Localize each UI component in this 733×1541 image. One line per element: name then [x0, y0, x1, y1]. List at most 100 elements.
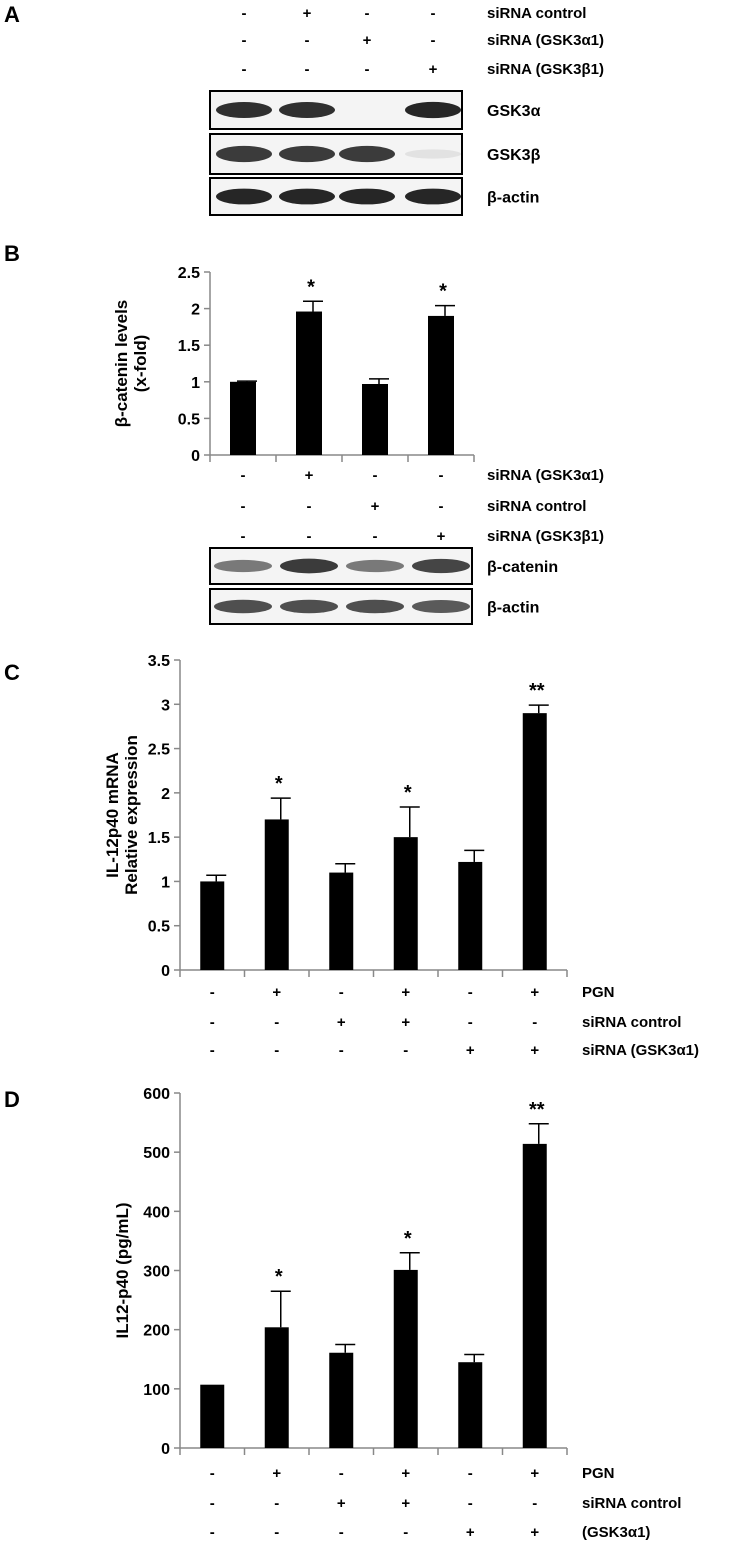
bar: [200, 1384, 225, 1448]
bar: [522, 713, 547, 970]
treatment-sign: -: [307, 528, 312, 545]
treatment-label: PGN: [582, 1465, 615, 1482]
y-tick-label: 2: [161, 786, 170, 803]
panel-letter-C: C: [4, 660, 20, 685]
blot-band: [216, 188, 272, 205]
western-blot-strip: β-actin: [209, 177, 539, 216]
treatment-sign: +: [530, 1524, 539, 1541]
treatment-sign: -: [241, 528, 246, 545]
significance-mark: *: [404, 782, 412, 804]
bar: [428, 315, 454, 455]
blot-band: [214, 599, 272, 614]
treatment-sign: -: [365, 5, 370, 22]
bar: [329, 872, 354, 970]
treatment-sign: +: [272, 984, 281, 1001]
treatment-row: - + - + - + PGN: [210, 1465, 615, 1482]
treatment-sign: +: [401, 1495, 410, 1512]
bar: [264, 819, 289, 970]
treatment-label: (GSK3α1): [582, 1524, 650, 1541]
y-axis-label: IL12-p40 (pg/mL): [113, 1202, 132, 1338]
treatment-sign: -: [274, 1042, 279, 1059]
y-tick-label: 1.5: [178, 338, 200, 355]
treatment-sign: +: [401, 1465, 410, 1482]
treatment-sign: +: [305, 467, 314, 484]
treatment-row: - + - - siRNA control: [242, 5, 587, 22]
treatment-sign: -: [431, 5, 436, 22]
blot-band: [412, 599, 470, 614]
y-tick-label: 300: [143, 1264, 170, 1281]
y-tick-label: 600: [143, 1086, 170, 1103]
treatment-sign: +: [272, 1465, 281, 1482]
treatment-label: siRNA (GSK3α1): [582, 1042, 699, 1059]
treatment-label: siRNA control: [582, 1495, 681, 1512]
y-tick-label: 1: [161, 874, 170, 891]
treatment-sign: -: [339, 1465, 344, 1482]
treatment-label: siRNA (GSK3β1): [487, 528, 604, 545]
blot-band: [405, 149, 461, 159]
y-tick-label: 0: [191, 448, 200, 465]
treatment-row: - - + + - - siRNA control: [210, 1495, 682, 1512]
treatment-sign: +: [429, 61, 438, 78]
treatment-sign: -: [403, 1524, 408, 1541]
blot-band: [339, 145, 395, 163]
y-tick-label: 0.5: [178, 411, 200, 428]
panel-letter-A: A: [4, 2, 20, 27]
bar: [200, 881, 225, 970]
treatment-sign: +: [530, 1042, 539, 1059]
bar-chart-C: 00.511.522.533.5* ***IL-12p40 mRNA Relativ…: [103, 653, 568, 980]
treatment-sign: -: [210, 1465, 215, 1482]
bar: [458, 1362, 483, 1448]
treatment-sign: -: [339, 984, 344, 1001]
western-blot-strip: GSK3α: [209, 90, 541, 130]
blot-band: [279, 188, 335, 205]
treatment-sign: -: [468, 984, 473, 1001]
treatment-row: - + - - siRNA (GSK3α1): [241, 467, 605, 484]
western-blot-strip: β-catenin: [209, 547, 558, 585]
treatment-sign: -: [241, 467, 246, 484]
treatment-sign: +: [337, 1014, 346, 1031]
bar: [362, 383, 388, 455]
treatment-sign: -: [373, 467, 378, 484]
bar-chart-B: 0 0.5 1 1.5 2 2.5 * * β-catenin levels (x-fold): [112, 265, 475, 465]
y-tick-label: 3: [161, 697, 170, 714]
western-blot-strip: GSK3β: [209, 133, 541, 175]
blot-band: [279, 145, 335, 163]
y-tick-label: 500: [143, 1145, 170, 1162]
bar: [329, 1352, 354, 1448]
western-blot-strip: β-actin: [209, 588, 539, 625]
treatment-sign: +: [303, 5, 312, 22]
y-tick-label: 0: [161, 963, 170, 980]
blot-band: [279, 102, 335, 118]
treatment-row: - - + - siRNA (GSK3α1): [242, 32, 605, 49]
treatment-sign: +: [363, 32, 372, 49]
treatment-row: - - - - + + siRNA (GSK3α1): [210, 1042, 699, 1059]
bar: [458, 861, 483, 970]
treatment-sign: +: [371, 498, 380, 515]
blot-label: GSK3α: [487, 103, 541, 120]
y-axis-label: IL-12p40 mRNA: [103, 752, 122, 878]
treatment-sign: -: [339, 1042, 344, 1059]
blot-band: [346, 559, 404, 573]
significance-mark: *: [404, 1228, 412, 1250]
treatment-sign: -: [468, 1465, 473, 1482]
panel-letter-B: B: [4, 241, 20, 266]
treatment-sign: -: [242, 61, 247, 78]
treatment-sign: +: [437, 528, 446, 545]
treatment-sign: +: [401, 984, 410, 1001]
blot-label: β-catenin: [487, 559, 558, 576]
treatment-sign: -: [210, 984, 215, 1001]
treatment-sign: -: [365, 61, 370, 78]
blot-label: β-actin: [487, 600, 539, 617]
y-tick-label: 400: [143, 1204, 170, 1221]
bar: [296, 311, 322, 455]
treatment-sign: +: [530, 984, 539, 1001]
treatment-sign: -: [274, 1495, 279, 1512]
treatment-row: - - - + siRNA (GSK3β1): [241, 528, 604, 545]
blot-band: [280, 599, 338, 614]
y-axis-label: Relative expression: [122, 735, 141, 895]
blot-label: GSK3β: [487, 147, 541, 164]
treatment-sign: -: [431, 32, 436, 49]
blot-band: [214, 559, 272, 573]
